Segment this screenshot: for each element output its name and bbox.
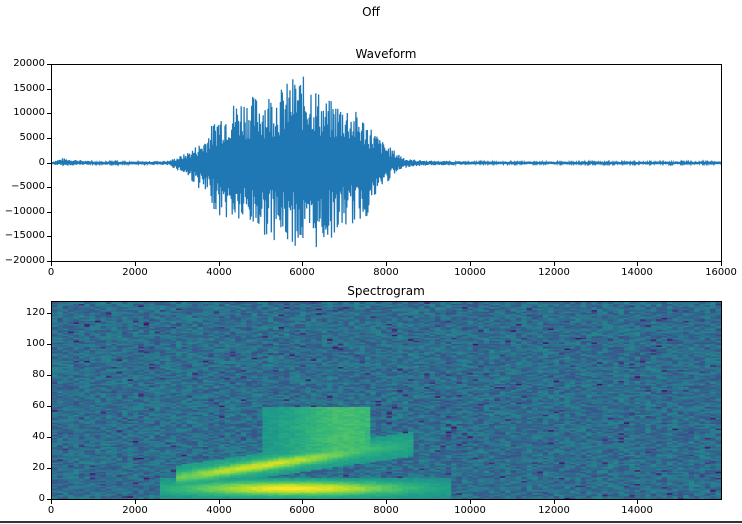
y-tick [47,113,51,114]
y-tick [47,89,51,90]
x-tick [470,500,471,504]
y-tick-label: 40 [32,431,45,442]
x-tick [219,500,220,504]
y-tick-label: 5000 [19,132,45,143]
y-tick-label: 120 [25,307,45,318]
waveform-line [52,76,721,248]
y-tick [47,313,51,314]
y-tick [47,437,51,438]
y-tick-label: −20000 [4,255,45,266]
y-tick [47,187,51,188]
y-tick [47,406,51,407]
x-tick-label: 0 [47,505,55,516]
x-tick-label: 4000 [206,267,232,278]
y-tick [47,499,51,500]
x-tick [51,500,52,504]
y-tick [47,212,51,213]
y-tick [47,138,51,139]
y-tick-label: −15000 [4,230,45,241]
waveform-title: Waveform [355,47,417,61]
spectrogram-heatmap [52,302,721,499]
x-tick [637,500,638,504]
y-tick-label: 15000 [13,83,45,94]
y-tick-label: 100 [25,338,45,349]
y-tick-label: 20000 [13,58,45,69]
x-tick [135,262,136,266]
x-tick-label: 2000 [122,267,148,278]
x-tick-label: 12000 [538,267,570,278]
y-tick [47,236,51,237]
y-tick-label: 0 [38,157,45,168]
y-tick-label: −5000 [11,181,45,192]
y-tick-label: −10000 [4,206,45,217]
x-tick [386,500,387,504]
y-tick-label: 80 [32,369,45,380]
waveform-plot [51,64,722,262]
x-tick [302,500,303,504]
x-tick-label: 8000 [373,267,399,278]
x-tick-label: 12000 [538,505,570,516]
y-tick-label: 60 [32,400,45,411]
x-tick [470,262,471,266]
x-tick-label: 4000 [206,505,232,516]
x-tick-label: 8000 [373,505,399,516]
x-tick [135,500,136,504]
x-tick-label: 6000 [289,505,315,516]
bottom-divider [0,521,742,523]
x-tick-label: 10000 [454,505,486,516]
spectrogram-title: Spectrogram [347,284,425,298]
y-tick [47,375,51,376]
x-tick-label: 16000 [705,267,737,278]
y-tick [47,163,51,164]
x-tick-label: 10000 [454,267,486,278]
x-tick [386,262,387,266]
y-tick [47,261,51,262]
y-tick [47,344,51,345]
y-tick-label: 10000 [13,107,45,118]
x-tick-label: 14000 [621,505,653,516]
x-tick [219,262,220,266]
x-tick [302,262,303,266]
figure-title: Off [362,5,380,19]
x-tick-label: 14000 [621,267,653,278]
x-tick [554,500,555,504]
y-tick-label: 0 [38,493,45,504]
x-tick-label: 6000 [289,267,315,278]
spectrogram-plot [51,301,722,500]
x-tick-label: 2000 [122,505,148,516]
x-tick [51,262,52,266]
x-tick [637,262,638,266]
x-tick-label: 0 [47,267,55,278]
x-tick [721,262,722,266]
y-tick [47,64,51,65]
x-tick [554,262,555,266]
y-tick-label: 20 [32,462,45,473]
y-tick [47,468,51,469]
